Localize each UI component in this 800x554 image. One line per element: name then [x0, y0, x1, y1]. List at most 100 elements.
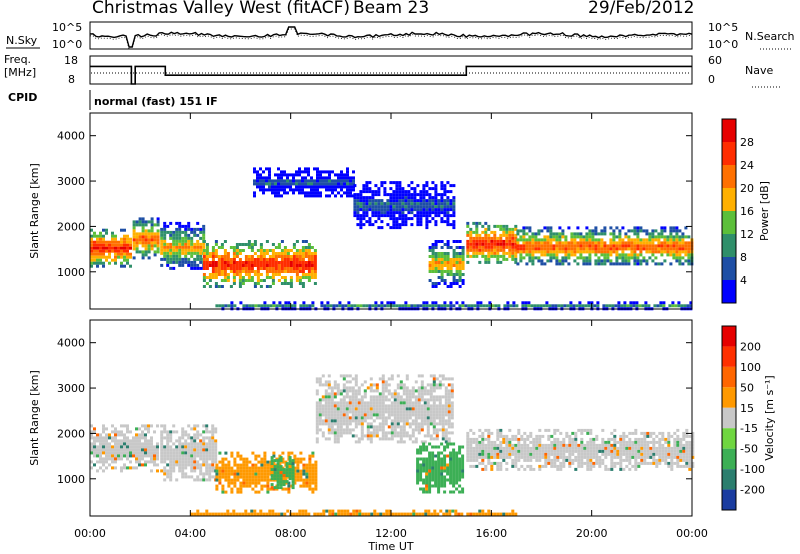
heatmap-cell — [343, 173, 346, 177]
heatmap-cell — [114, 243, 117, 247]
heatmap-cell — [541, 434, 545, 438]
heatmap-cell — [221, 460, 225, 464]
heatmap-cell — [251, 478, 255, 482]
heatmap-cell — [156, 463, 159, 467]
heatmap-cell — [428, 202, 432, 206]
heatmap-cell — [425, 199, 429, 203]
heatmap-cell — [166, 469, 170, 473]
heatmap-cell — [396, 404, 400, 408]
heatmap-cell — [175, 242, 179, 246]
heatmap-cell — [90, 466, 93, 470]
heatmap-cell — [458, 457, 462, 461]
heatmap-cell — [384, 410, 388, 414]
heatmap-cell — [325, 176, 328, 180]
heatmap-cell — [449, 469, 453, 473]
heatmap-cell — [564, 238, 568, 242]
heatmap-cell — [169, 221, 173, 225]
heatmap-cell — [613, 455, 617, 459]
heatmap-cell — [458, 472, 462, 476]
heatmap-cell — [619, 455, 623, 459]
heatmap-cell — [307, 167, 310, 171]
heatmap-cell — [511, 233, 515, 237]
heatmap-cell — [266, 304, 270, 308]
heatmap-cell — [315, 431, 319, 435]
heatmap-cell — [603, 250, 607, 254]
heatmap-cell — [215, 484, 219, 488]
heatmap-cell — [461, 261, 465, 264]
heatmap-cell — [281, 451, 285, 455]
heatmap-cell — [420, 422, 424, 426]
heatmap-cell — [334, 188, 337, 192]
heatmap-cell — [348, 422, 352, 426]
heatmap-cell — [187, 248, 191, 252]
heatmap-cell — [289, 276, 293, 279]
heatmap-cell — [441, 404, 445, 408]
heatmap-cell — [357, 392, 361, 396]
heatmap-cell — [481, 446, 485, 450]
heatmap-cell — [232, 258, 236, 261]
heatmap-cell — [163, 469, 167, 473]
heatmap-cell — [487, 461, 491, 465]
heatmap-cell — [90, 237, 93, 241]
heatmap-cell — [455, 264, 459, 267]
heatmap-cell — [336, 428, 340, 432]
heatmap-cell — [452, 226, 456, 230]
heatmap-cell — [441, 413, 445, 417]
heatmap-cell — [205, 445, 209, 449]
heatmap-cell — [508, 443, 512, 447]
heatmap-cell — [150, 442, 153, 446]
heatmap-cell — [571, 440, 575, 444]
heatmap-cell — [315, 392, 319, 396]
heatmap-cell — [452, 261, 456, 264]
heatmap-cell — [582, 235, 586, 239]
heatmap-cell — [402, 398, 406, 402]
heatmap-cell — [304, 191, 307, 195]
heatmap-cell — [487, 236, 491, 240]
heatmap-cell — [574, 446, 578, 450]
heatmap-cell — [440, 273, 444, 276]
heatmap-cell — [529, 446, 533, 450]
heatmap-cell — [579, 250, 583, 254]
heatmap-cell — [449, 184, 453, 188]
heatmap-cell — [292, 246, 296, 249]
heatmap-cell — [381, 374, 385, 378]
heatmap-cell — [531, 244, 535, 248]
heatmap-cell — [262, 188, 265, 192]
heatmap-cell — [573, 247, 577, 251]
heatmap-cell — [443, 463, 447, 467]
heatmap-cell — [282, 471, 286, 475]
heatmap-cell — [123, 424, 126, 428]
heatmap-cell — [592, 440, 596, 444]
heatmap-cell — [153, 448, 156, 452]
heatmap-cell — [178, 457, 182, 461]
heatmap-cell — [369, 389, 373, 393]
heatmap-cell — [247, 273, 251, 276]
heatmap-cell — [435, 410, 439, 414]
heatmap-cell — [542, 304, 546, 308]
heatmap-cell — [508, 446, 512, 450]
heatmap-cell — [420, 383, 424, 387]
heatmap-cell — [141, 442, 144, 446]
heatmap-cell — [449, 285, 453, 288]
heatmap-cell — [238, 243, 242, 246]
heatmap-cell — [604, 446, 608, 450]
heatmap-cell — [298, 188, 301, 192]
heatmap-cell — [567, 244, 571, 248]
heatmap-cell — [313, 179, 316, 183]
heatmap-cell — [438, 374, 442, 378]
heatmap-cell — [472, 251, 476, 255]
heatmap-cell — [681, 247, 685, 251]
heatmap-cell — [114, 249, 117, 253]
heatmap-cell — [452, 252, 456, 255]
heatmap-cell — [175, 460, 179, 464]
heatmap-cell — [314, 469, 318, 473]
heatmap-cell — [357, 422, 361, 426]
heatmap-cell — [582, 238, 586, 242]
heatmap-cell — [458, 258, 462, 261]
heatmap-cell — [321, 404, 325, 408]
heatmap-cell — [687, 253, 691, 257]
heatmap-cell — [360, 401, 364, 405]
heatmap-cell — [126, 442, 129, 446]
heatmap-cell — [236, 472, 240, 476]
heatmap-cell — [187, 436, 191, 440]
